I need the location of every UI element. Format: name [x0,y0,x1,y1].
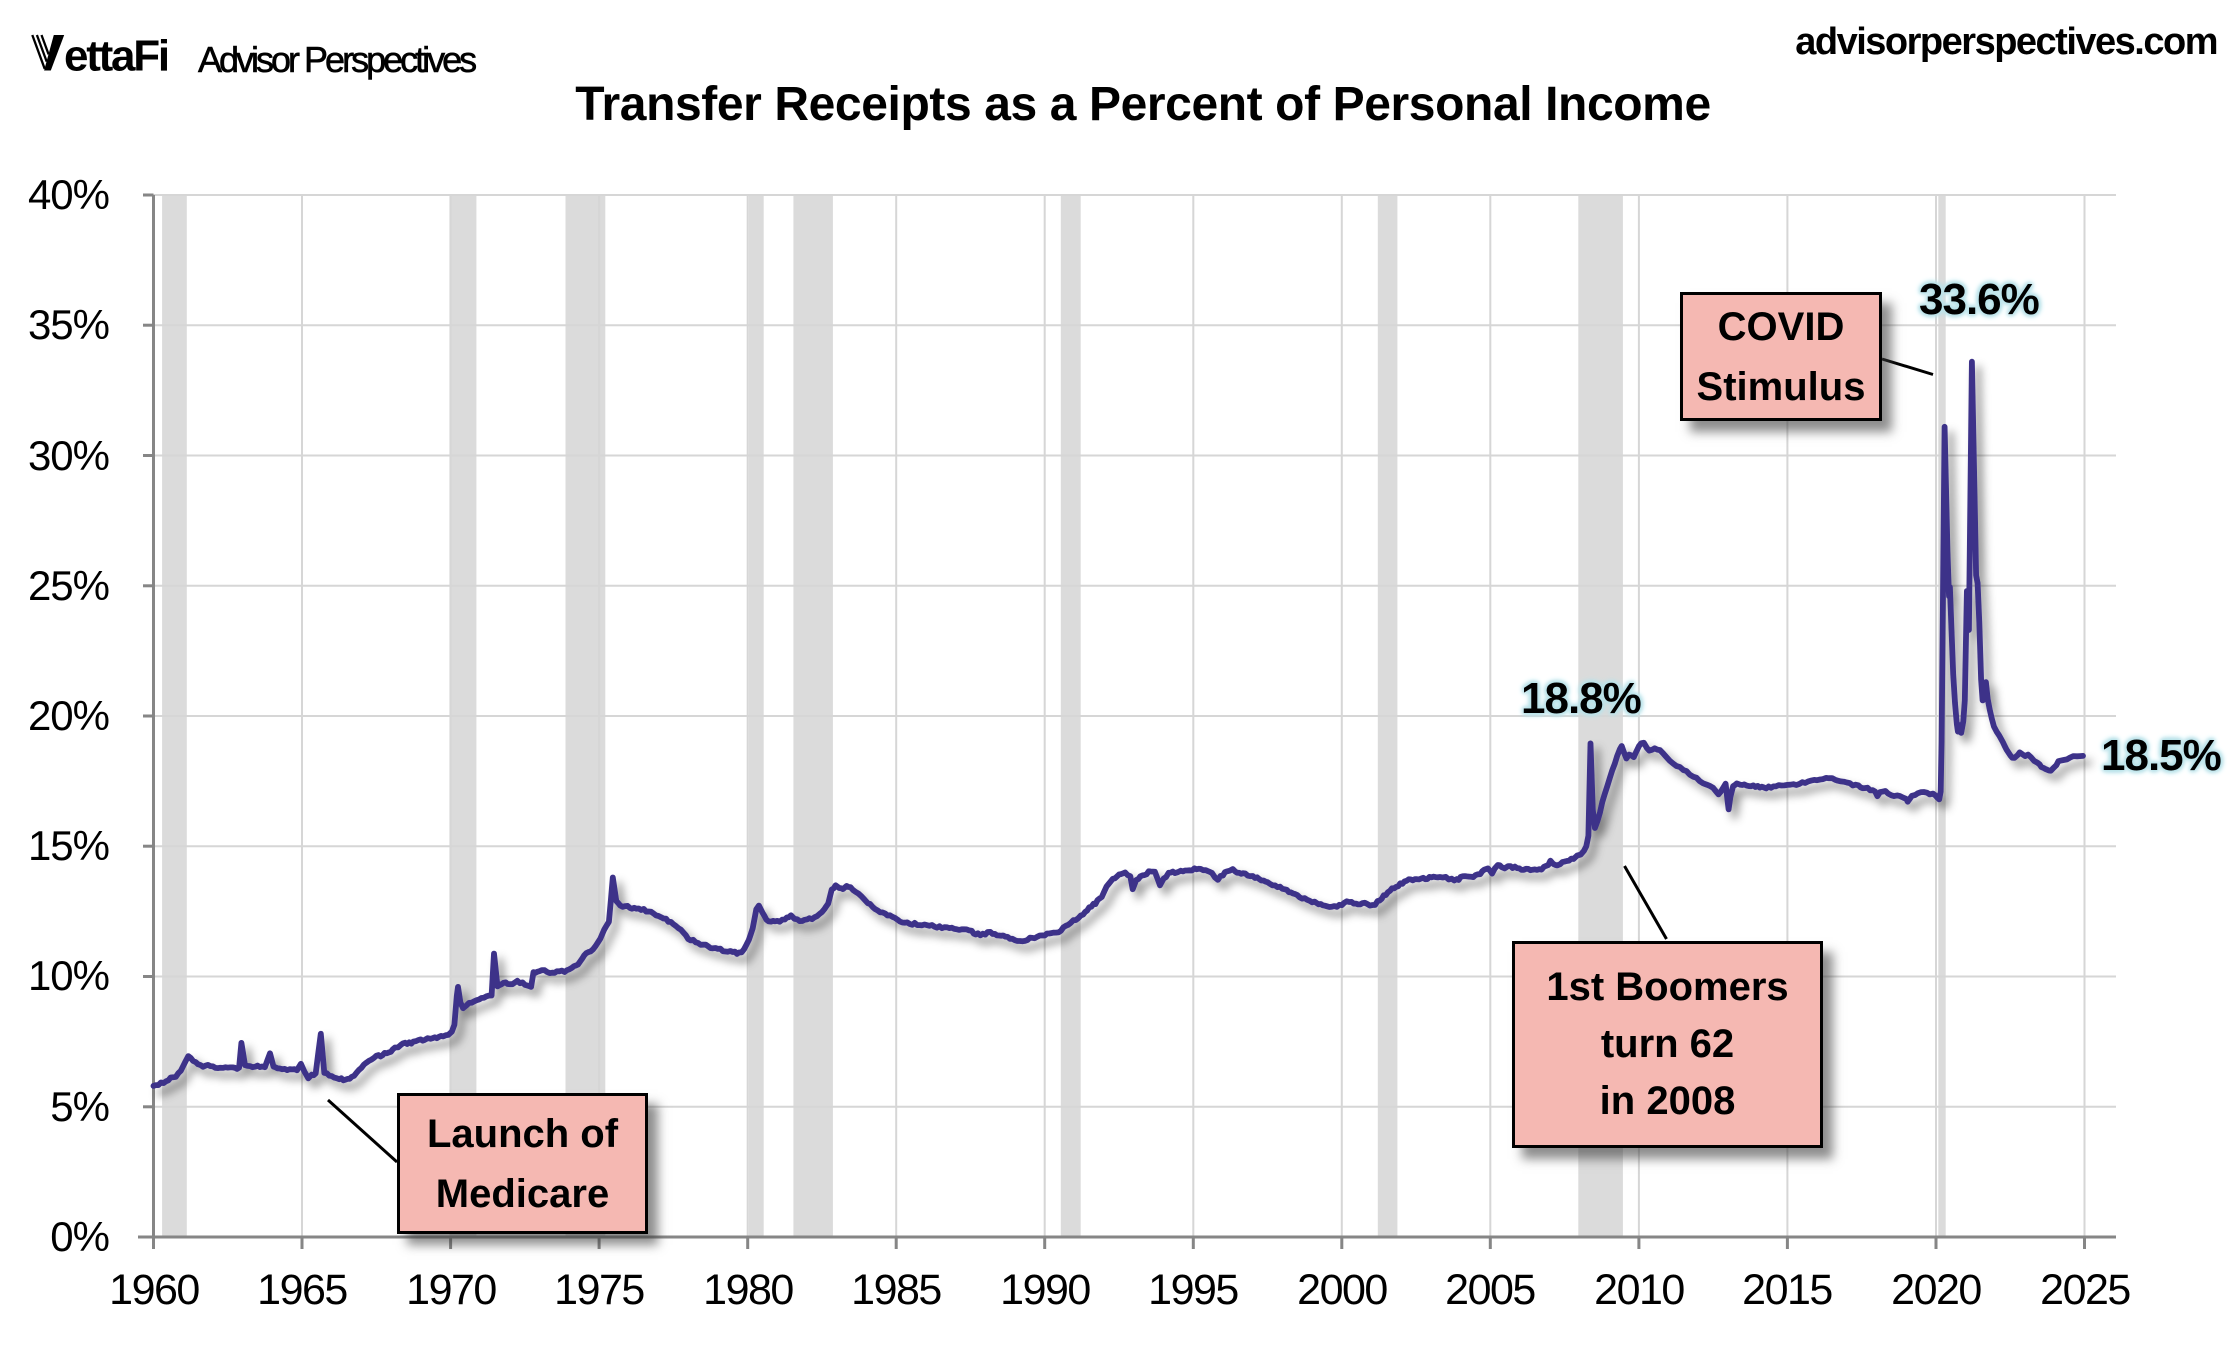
svg-text:ettaFi: ettaFi [64,32,168,81]
